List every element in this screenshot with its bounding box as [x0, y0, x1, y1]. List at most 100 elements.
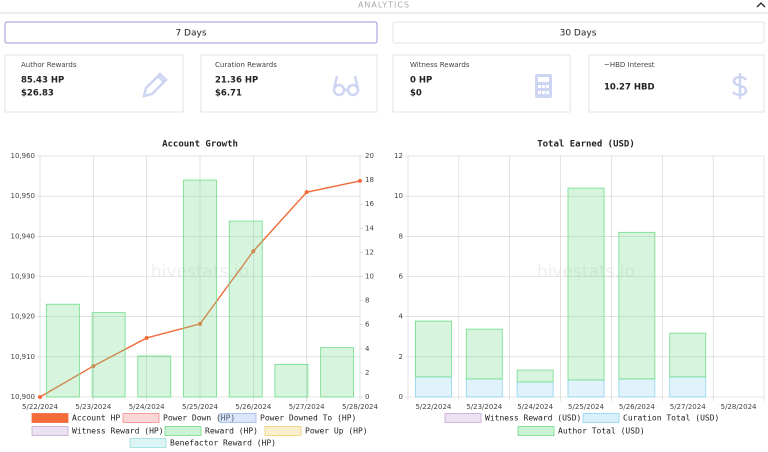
bar	[618, 378, 656, 398]
bar	[516, 381, 554, 398]
bar	[45, 303, 80, 398]
y-tick-label: 4	[399, 313, 404, 321]
point	[38, 395, 42, 399]
y2-tick-label: 14	[365, 224, 374, 232]
y2-tick-label: 0	[365, 393, 369, 401]
x-tick-label: 5/22/2024	[415, 403, 451, 411]
y-tick-label: 6	[399, 273, 404, 281]
legend-label: Curation Total (USD)	[623, 414, 719, 423]
x-tick-label: 5/23/2024	[466, 403, 502, 411]
tab[interactable]	[4, 21, 378, 44]
bar	[465, 328, 503, 380]
pencil-icon	[142, 72, 168, 98]
y2-tick-label: 2	[365, 369, 369, 377]
y2-tick-label: 6	[365, 321, 370, 329]
header-title: ANALYTICS	[358, 1, 410, 10]
card-label: Author Rewards	[21, 61, 77, 69]
card	[4, 54, 184, 113]
tab-label[interactable]: 30 Days	[560, 29, 597, 39]
bar	[274, 364, 309, 398]
charts: Account Growth hivestats.io 10,900 10,910 10…	[11, 140, 765, 448]
legend-label: Power Down (HP)	[163, 414, 235, 423]
x-tick-label: 5/25/2024	[182, 403, 218, 411]
watermark: hivestats.io	[537, 262, 635, 282]
legend-swatch	[582, 413, 620, 423]
y-tick-label: 10,920	[11, 313, 36, 321]
tab[interactable]	[392, 21, 765, 44]
legend-swatch	[164, 426, 202, 436]
legend-swatch	[219, 413, 257, 423]
legend-label: Author Total (USD)	[558, 427, 645, 436]
tab-label[interactable]: 7 Days	[175, 29, 206, 39]
card-value: $0	[410, 89, 422, 99]
legend-swatch	[122, 413, 160, 423]
y-tick-label: 12	[394, 152, 403, 160]
card-label: ~HBD Interest	[604, 61, 655, 69]
legend-swatch	[517, 426, 555, 436]
point	[304, 190, 309, 195]
card-value: 0 HP	[410, 76, 432, 86]
card-value: $6.71	[215, 89, 242, 99]
y2-tick-label: 10	[365, 273, 374, 281]
point	[358, 178, 362, 183]
bar	[415, 320, 452, 378]
chart-title: Account Growth	[162, 140, 238, 150]
y2-tick-label: 16	[365, 200, 374, 208]
card-label: Curation Rewards	[215, 61, 277, 69]
card-value: 21.36 HP	[215, 76, 258, 86]
bar	[567, 379, 605, 398]
x-tick-label: 5/22/2024	[22, 403, 58, 411]
y-tick-label: 10,940	[11, 232, 36, 240]
bar	[183, 179, 217, 398]
bar	[91, 312, 126, 398]
card-value: 10.27 HBD	[604, 83, 655, 93]
legend-label: Reward (HP)	[205, 427, 258, 436]
legend-label: Account HP	[72, 414, 120, 423]
y2-tick-label: 4	[365, 345, 370, 353]
y-tick-label: 0	[399, 393, 403, 401]
bar	[465, 378, 503, 398]
legend-label: Benefactor Reward (HP)	[170, 439, 276, 448]
y-tick-label: 8	[399, 232, 403, 240]
calculator-icon	[535, 74, 552, 98]
legend-swatch	[444, 413, 482, 423]
x-tick-label: 5/27/2024	[670, 403, 706, 411]
card-label: Witness Rewards	[410, 61, 470, 69]
y-tick-label: 10,960	[11, 152, 36, 160]
dollar-icon	[732, 73, 748, 99]
y2-tick-label: 8	[365, 297, 369, 305]
card	[588, 54, 765, 113]
x-tick-label: 5/25/2024	[568, 403, 604, 411]
legend-label: Witness Reward (HP)	[72, 427, 164, 436]
bar	[669, 332, 707, 378]
y-tick-label: 10	[394, 192, 403, 200]
bar	[567, 187, 605, 381]
point	[144, 335, 149, 340]
legend-label: Witness Reward (USD)	[485, 414, 581, 423]
card-value: $26.83	[21, 89, 54, 99]
y2-tick-label: 12	[365, 248, 374, 256]
x-tick-label: 5/24/2024	[129, 403, 165, 411]
y-tick-label: 10,930	[11, 273, 36, 281]
legend-swatch	[129, 438, 167, 448]
x-tick-label: 5/23/2024	[75, 403, 111, 411]
point	[198, 321, 202, 326]
bar	[516, 369, 554, 383]
cards: Author Rewards 85.43 HP $26.83 Curation …	[4, 54, 765, 113]
x-tick-label: 5/26/2024	[235, 403, 271, 411]
bar	[415, 376, 452, 398]
x-tick-label: 5/28/2024	[342, 403, 378, 411]
glasses-icon	[332, 75, 360, 97]
y-tick-label: 2	[399, 353, 403, 361]
collapse-icon[interactable]	[756, 2, 766, 8]
x-tick-label: 5/27/2024	[289, 403, 325, 411]
legend-swatch	[31, 426, 69, 436]
y2-tick-label: 18	[365, 176, 374, 184]
bar	[137, 355, 172, 398]
bar	[320, 347, 355, 398]
y2-tick-label: 20	[365, 152, 374, 160]
legend-swatch	[31, 413, 69, 423]
bar	[618, 231, 656, 380]
card	[200, 54, 378, 113]
